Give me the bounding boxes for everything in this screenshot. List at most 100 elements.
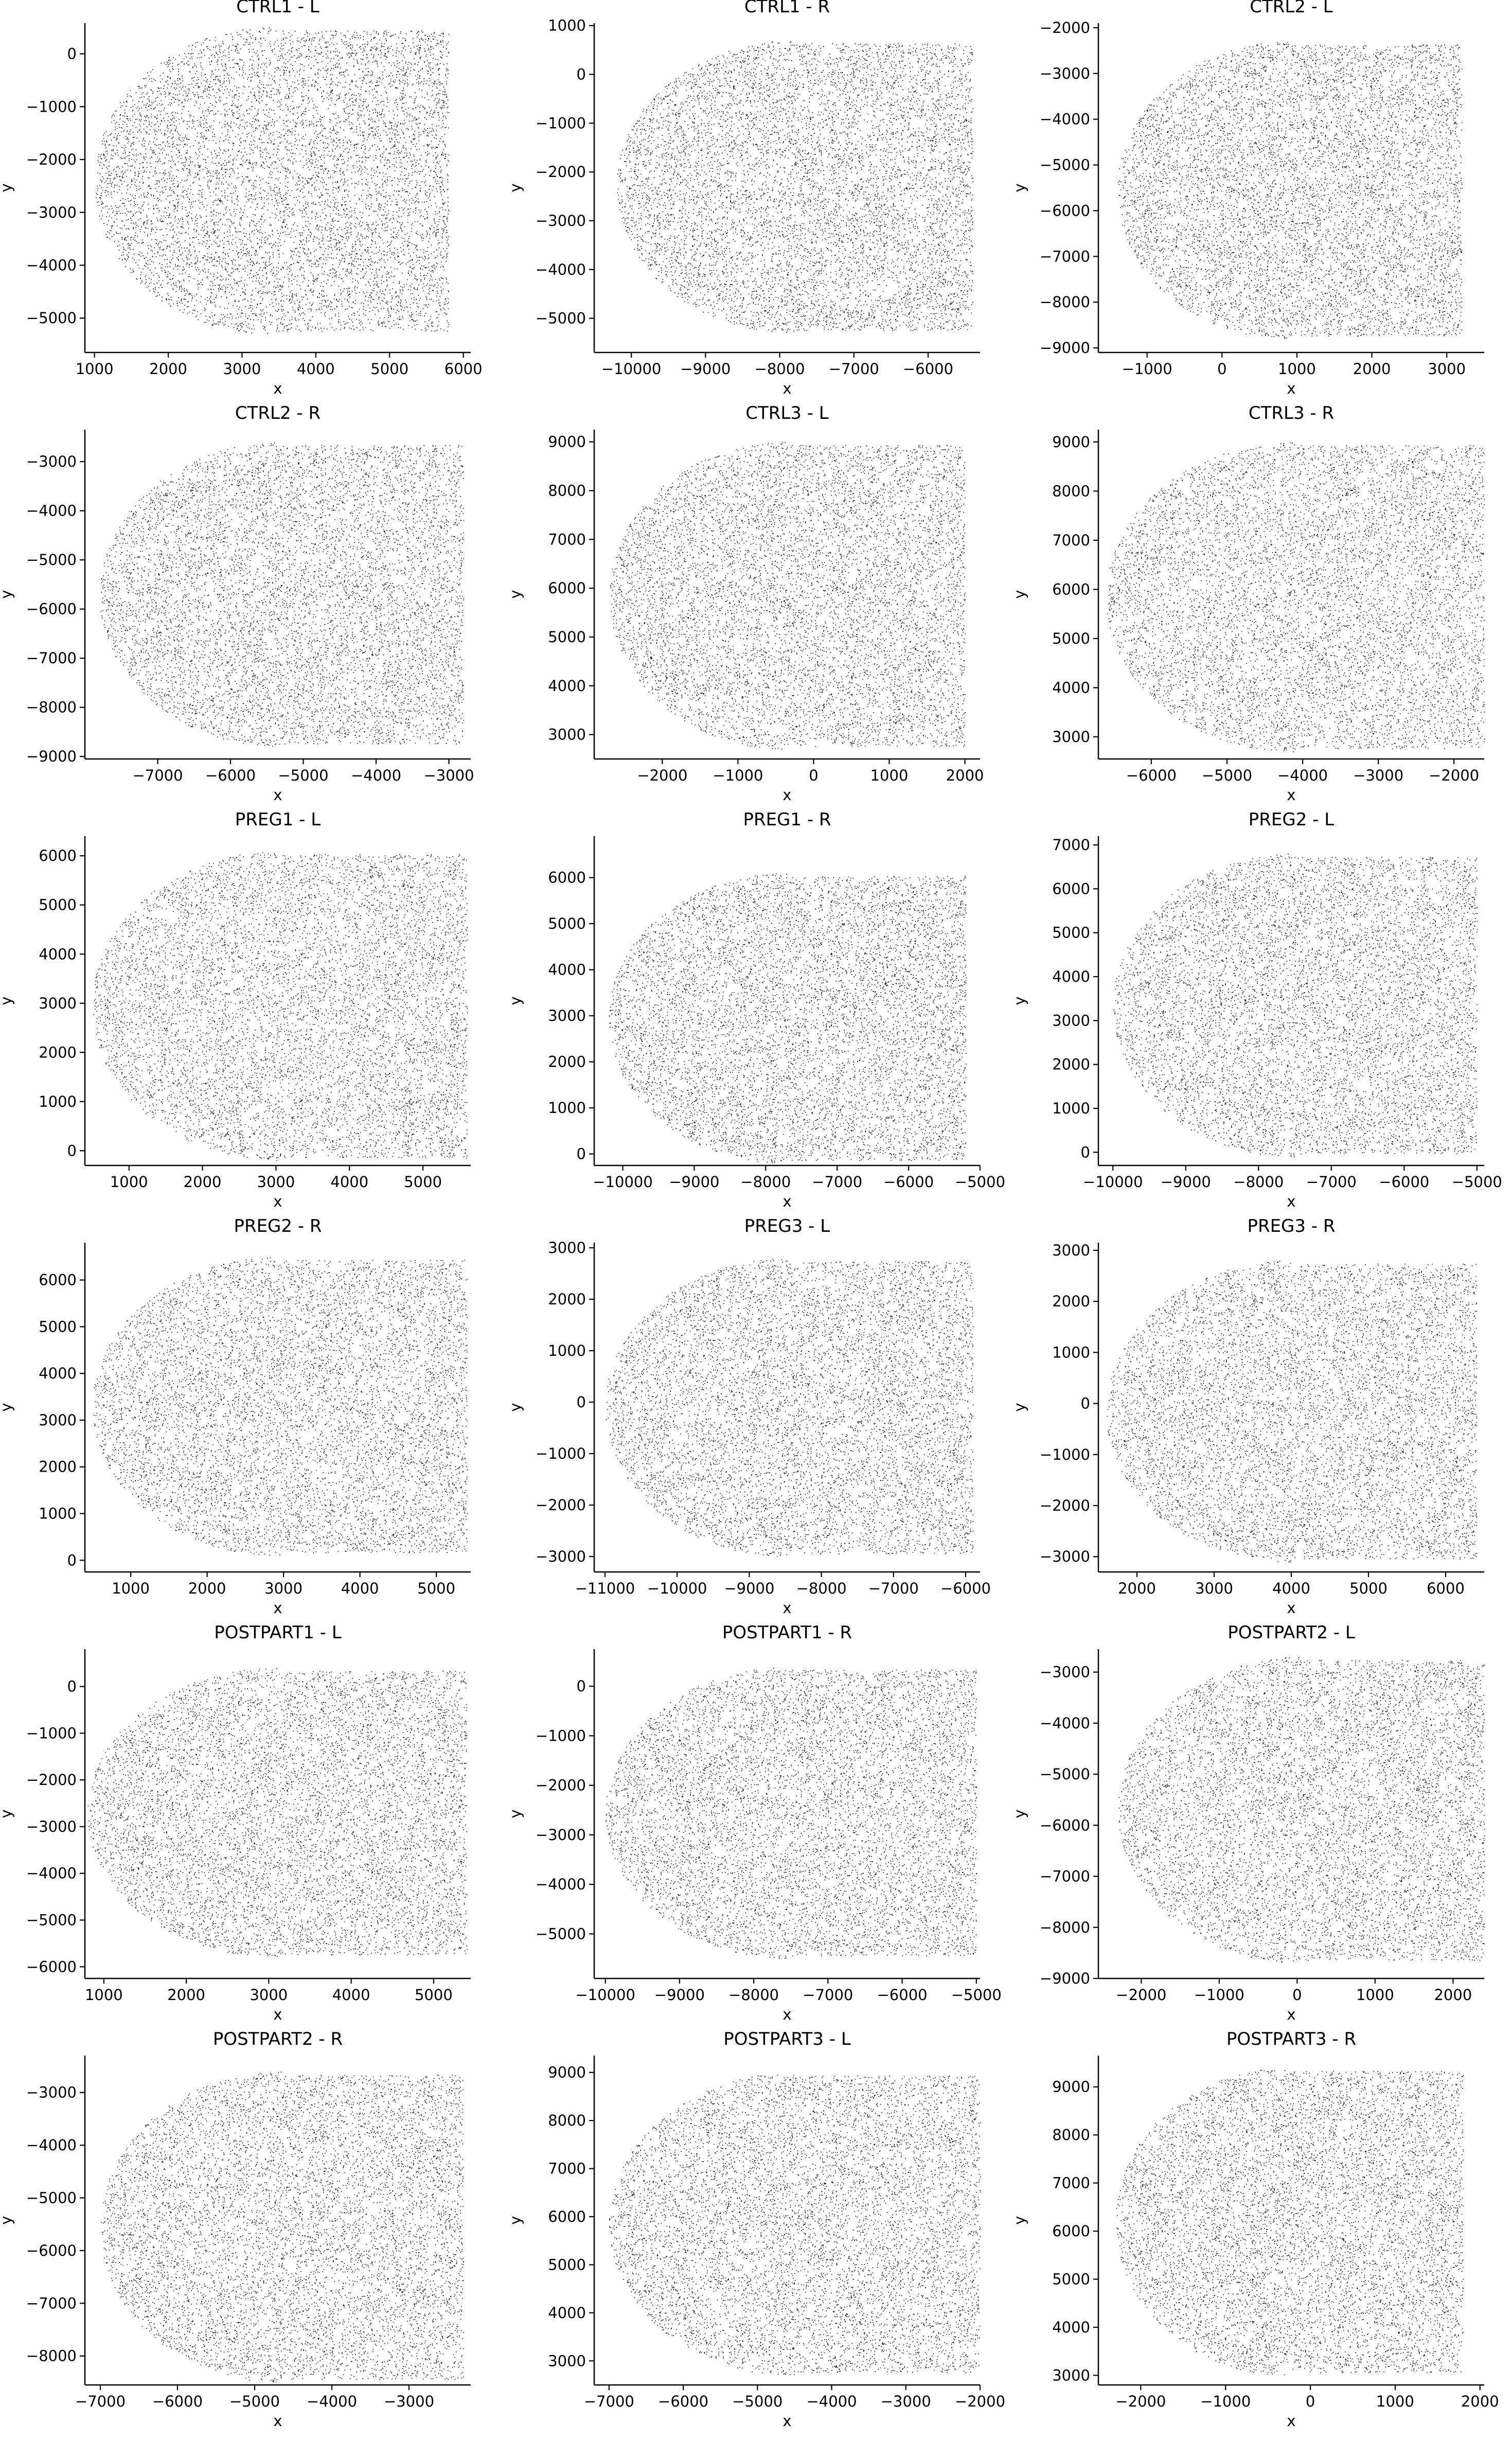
y-tick-label: −2000	[1040, 19, 1090, 37]
x-tick-label: −9000	[654, 1986, 705, 2004]
x-tick-label: −9000	[680, 360, 731, 378]
y-tick-label: −8000	[26, 699, 77, 716]
x-tick-label: −5000	[1202, 767, 1252, 784]
x-tick-label: −6000	[877, 1986, 928, 2004]
y-tick-label: 5000	[1052, 924, 1090, 942]
x-tick-label: −5000	[955, 1173, 1005, 1191]
y-axis-label: y	[0, 1403, 15, 1411]
point-cloud	[101, 2072, 464, 2383]
subplot-title: PREG2 - R	[234, 1216, 322, 1236]
x-axis-label: x	[1287, 1599, 1295, 1617]
y-tick-label: 7000	[1052, 836, 1090, 854]
x-tick-label: 2000	[149, 360, 187, 378]
y-tick-label: 6000	[1052, 2222, 1090, 2240]
subplot-title: POSTPART3 - L	[723, 2029, 851, 2049]
y-tick-label: −8000	[26, 2347, 77, 2365]
point-cloud	[1113, 854, 1478, 1157]
y-tick-label: 3000	[548, 1239, 586, 1257]
y-tick-label: 0	[577, 1393, 586, 1411]
x-tick-label: −3000	[881, 2393, 931, 2410]
subplot-preg3-l: PREG3 - L −11000 −10000 −9000 −8000 −7000 −600…	[507, 1216, 1013, 1626]
y-tick-label: −4000	[1040, 1714, 1090, 1732]
y-tick-label: −2000	[536, 163, 586, 181]
x-tick-label: 2000	[188, 1580, 226, 1597]
y-tick-label: 4000	[1052, 679, 1090, 696]
y-tick-label: 6000	[548, 2208, 586, 2225]
y-tick-label: 0	[67, 1551, 77, 1569]
x-tick-label: −2000	[1116, 1986, 1166, 2004]
y-tick-label: 2000	[1052, 1056, 1090, 1073]
y-tick-label: −4000	[26, 502, 77, 520]
y-tick-label: 4000	[39, 945, 77, 963]
y-tick-label: 4000	[1052, 2319, 1090, 2336]
y-tick-label: 9000	[548, 433, 586, 451]
x-tick-label: −5000	[278, 767, 328, 784]
scatter-points	[1118, 42, 1463, 339]
y-tick-label: 8000	[1052, 2126, 1090, 2144]
x-axis-label: x	[273, 2412, 282, 2430]
subplot-title: CTRL2 - R	[235, 403, 321, 423]
subplot-preg2-r: PREG2 - R 1000 2000 3000 4000 5000 6000 5000 400…	[0, 1216, 504, 1626]
y-tick-label: 4000	[1052, 968, 1090, 985]
point-cloud	[609, 2075, 981, 2375]
x-tick-label: 1000	[85, 1986, 123, 2004]
point-cloud	[1107, 442, 1485, 752]
subplot-svg: PREG3 - L−11000 −10000 −9000 −8000 −7000 −600…	[507, 1216, 991, 1617]
scatter-points	[610, 442, 966, 750]
y-tick-label: 0	[1081, 1143, 1090, 1161]
scatter-points	[609, 873, 967, 1163]
x-tick-label: −6000	[903, 360, 953, 378]
y-tick-label: 4000	[548, 2304, 586, 2322]
y-tick-label: 1000	[548, 1099, 586, 1117]
subplot-title: PREG1 - R	[743, 809, 831, 830]
y-tick-label: −7000	[1040, 1868, 1090, 1885]
subplot-svg: PREG2 - L −10000 −9000 −8000 −7000 −6000 −5000…	[1011, 809, 1502, 1210]
y-tick-label: −4000	[26, 1865, 77, 1882]
x-axis-label: x	[273, 2006, 282, 2023]
y-tick-label: 3000	[1052, 2366, 1090, 2384]
x-tick-label: −6000	[152, 2393, 203, 2410]
x-tick-label: −8000	[740, 1173, 791, 1191]
x-tick-label: 0	[1292, 1986, 1302, 2004]
subplot-svg: PREG1 - R −10000 −9000 −8000 −7000 −6000 −5000…	[507, 809, 1005, 1210]
y-tick-label: 3000	[1052, 1012, 1090, 1029]
y-tick-label: 1000	[548, 17, 586, 34]
scatter-points	[1116, 2070, 1464, 2376]
x-tick-label: −6000	[883, 1173, 934, 1191]
y-tick-label: 6000	[548, 869, 586, 887]
y-tick-label: 9000	[1052, 433, 1090, 451]
y-tick-label: 1000	[1052, 1343, 1090, 1361]
y-tick-label: 2000	[548, 1290, 586, 1308]
y-tick-label: 6000	[39, 1271, 77, 1289]
scatter-points	[94, 1257, 468, 1556]
y-tick-label: −4000	[536, 261, 586, 278]
x-axis-label: x	[782, 1193, 791, 1210]
y-tick-label: −7000	[26, 2294, 77, 2312]
y-tick-label: −1000	[536, 114, 586, 132]
subplot-title: CTRL2 - L	[1250, 0, 1333, 17]
subplot-ctrl1-r: CTRL1 - R −10000 −9000 −8000 −7000 −6000 1000 0…	[507, 0, 1013, 406]
scatter-points	[606, 1668, 977, 1959]
y-tick-label: 0	[577, 1677, 586, 1695]
point-cloud	[606, 1259, 974, 1557]
x-tick-label: 5000	[415, 1986, 453, 2004]
y-tick-label: −6000	[26, 2242, 77, 2259]
y-tick-label: 8000	[1052, 482, 1090, 500]
x-tick-label: 3000	[257, 1173, 295, 1191]
y-tick-label: −6000	[26, 1958, 77, 1975]
y-tick-label: 0	[67, 45, 77, 63]
y-tick-label: 3000	[39, 1411, 77, 1429]
point-cloud	[1107, 1261, 1478, 1563]
y-tick-label: 6000	[1052, 580, 1090, 598]
y-tick-label: −8000	[1040, 293, 1090, 311]
y-axis-label: y	[0, 2216, 15, 2224]
y-tick-label: 0	[577, 1145, 586, 1163]
subplot-svg: POSTPART1 - R−10000 −9000 −8000 −7000 −6000−…	[507, 1622, 1002, 2023]
scatter-points	[87, 1668, 468, 1957]
y-tick-label: −5000	[26, 2189, 77, 2206]
y-tick-label: −5000	[26, 309, 77, 327]
subplot-title: CTRL3 - L	[745, 403, 829, 423]
y-tick-label: −8000	[1040, 1919, 1090, 1936]
subplot-postpart2-l: POSTPART2 - L −2000 −1000 0 1000 2000 −3000 −40…	[1011, 1622, 1512, 2032]
